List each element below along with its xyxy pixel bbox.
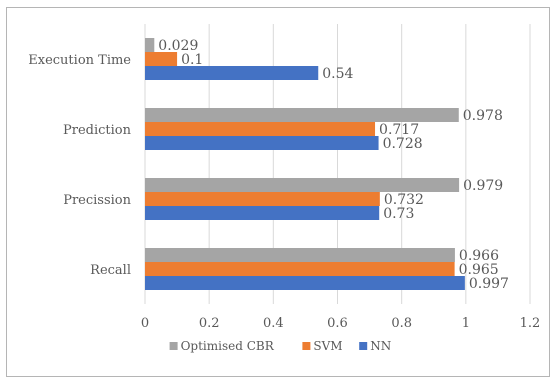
bar-nn	[145, 136, 379, 150]
bar-nn	[145, 206, 380, 220]
data-label: 0.732	[384, 192, 424, 208]
data-label: 0.029	[158, 38, 198, 54]
category-label: Recall	[90, 263, 131, 278]
data-label: 0.73	[383, 206, 414, 222]
data-label: 0.965	[459, 262, 499, 278]
bar-optimised-cbr	[145, 38, 155, 52]
x-tick-label: 0.2	[199, 316, 220, 331]
data-label: 0.979	[463, 178, 503, 194]
bar-optimised-cbr	[145, 178, 460, 192]
x-tick-label: 1	[462, 316, 470, 331]
x-tick-label: 0.6	[327, 316, 348, 331]
bar-svm	[145, 52, 178, 66]
legend-item: NN	[370, 339, 391, 353]
data-label: 0.997	[469, 276, 509, 292]
bar-optimised-cbr	[145, 108, 459, 122]
bar-svm	[145, 262, 455, 276]
legend-item: Optimised CBR	[181, 339, 275, 353]
data-label: 0.966	[459, 248, 499, 264]
category-label: Execution Time	[28, 53, 131, 68]
legend-swatch	[302, 342, 311, 350]
bar-svm	[145, 192, 380, 206]
x-tick-label: 0	[141, 316, 149, 331]
data-label: 0.978	[463, 108, 503, 124]
bar-nn	[145, 66, 319, 80]
data-label: 0.1	[181, 52, 203, 68]
legend-swatch	[359, 342, 368, 350]
data-label: 0.717	[379, 122, 419, 138]
bar-optimised-cbr	[145, 248, 455, 262]
bar-svm	[145, 122, 376, 136]
legend-item: SVM	[313, 339, 342, 353]
legend-swatch	[169, 342, 178, 350]
category-label: Precission	[63, 193, 131, 208]
chart-frame: 0 0.2 0.4 0.6 0.8 1 1.2 0.997 0.965 0.966 Recall 0.…	[6, 7, 550, 377]
x-tick-label: 0.4	[263, 316, 284, 331]
category-label: Prediction	[63, 123, 132, 138]
x-tick-label: 1.2	[520, 316, 541, 331]
data-label: 0.54	[322, 66, 353, 82]
bar-nn	[145, 276, 465, 290]
data-label: 0.728	[383, 136, 423, 152]
x-tick-label: 0.8	[391, 316, 412, 331]
